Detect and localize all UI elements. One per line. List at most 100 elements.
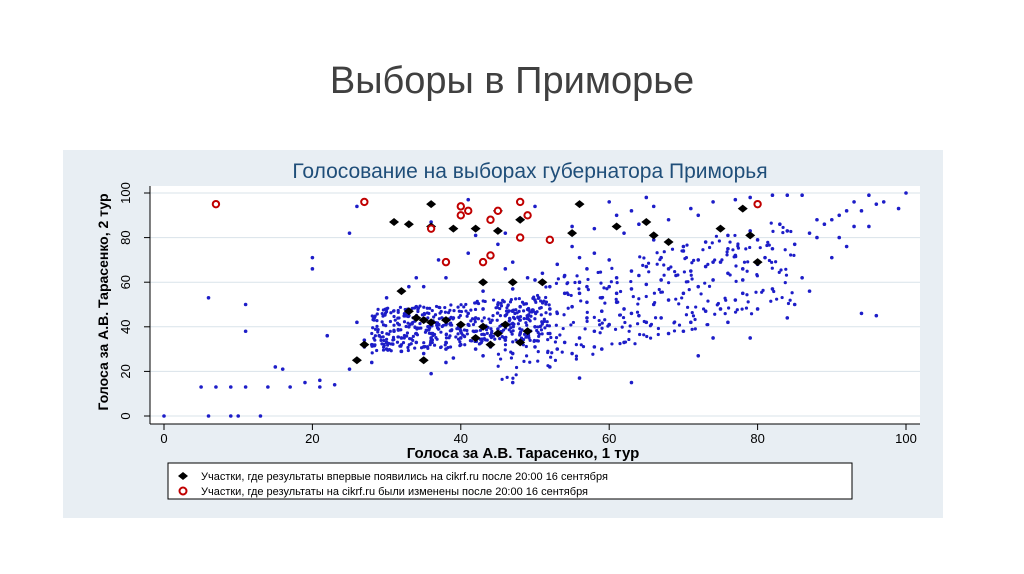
- data-point-blue: [392, 323, 396, 327]
- data-point-blue: [603, 301, 607, 305]
- data-point-blue: [637, 313, 641, 318]
- data-point-blue: [592, 226, 597, 231]
- data-point-blue: [658, 257, 662, 262]
- data-point-blue: [599, 309, 604, 313]
- data-point-blue: [426, 345, 430, 349]
- data-point-black: [351, 356, 362, 365]
- data-point-blue: [800, 193, 804, 198]
- y-tick-label: 100: [118, 182, 133, 204]
- data-point-blue: [381, 345, 386, 349]
- data-point-blue: [562, 291, 567, 296]
- data-point-black: [522, 327, 533, 336]
- data-point-blue: [489, 331, 494, 335]
- data-point-blue: [228, 414, 233, 418]
- data-point-blue: [373, 327, 378, 331]
- data-point-blue: [553, 340, 558, 344]
- legend-label-black: Участки, где результаты впервые появилис…: [201, 471, 608, 483]
- data-point-blue: [748, 245, 752, 250]
- data-point-blue: [629, 311, 634, 316]
- data-point-blue: [706, 299, 710, 303]
- data-point-blue: [510, 332, 514, 336]
- data-point-blue: [653, 300, 657, 305]
- legend: Участки, где результаты впервые появилис…: [167, 462, 853, 500]
- data-point-blue: [391, 342, 395, 346]
- data-point-blue: [852, 224, 856, 229]
- data-point-blue: [783, 281, 787, 285]
- data-point-blue: [456, 337, 461, 341]
- data-point-blue: [318, 378, 322, 383]
- data-point-black: [500, 320, 511, 329]
- data-point-blue: [830, 217, 834, 222]
- data-point-blue: [429, 220, 433, 224]
- data-point-blue: [703, 309, 708, 313]
- data-point-red: [456, 202, 465, 211]
- data-point-black: [418, 356, 429, 365]
- data-point-blue: [690, 311, 694, 315]
- data-point-blue: [749, 312, 754, 316]
- data-point-blue: [792, 242, 797, 247]
- data-point-blue: [785, 316, 790, 320]
- data-point-blue: [452, 309, 456, 313]
- data-point-blue: [555, 310, 559, 314]
- data-point-blue: [426, 316, 430, 320]
- data-point-blue: [214, 385, 218, 389]
- data-point-blue: [647, 270, 651, 274]
- data-point-blue: [325, 333, 330, 338]
- data-point-blue: [436, 258, 441, 262]
- data-point-blue: [807, 231, 812, 235]
- data-point-blue: [597, 318, 601, 323]
- data-point-blue: [530, 308, 534, 312]
- data-point-blue: [744, 306, 749, 310]
- data-point-blue: [683, 257, 687, 261]
- data-point-blue: [375, 319, 379, 323]
- data-point-blue: [493, 337, 497, 341]
- data-point-blue: [448, 308, 452, 312]
- data-point-blue: [786, 301, 791, 306]
- data-point-blue: [406, 348, 410, 353]
- data-point-blue: [514, 365, 519, 370]
- data-point-blue: [456, 332, 460, 336]
- data-point-blue: [417, 326, 421, 330]
- data-point-blue: [388, 329, 392, 333]
- data-point-blue: [837, 235, 842, 240]
- data-point-blue: [332, 382, 337, 387]
- data-point-blue: [585, 316, 589, 320]
- data-point-blue: [505, 375, 509, 379]
- data-point-blue: [607, 258, 611, 262]
- data-point-blue: [755, 274, 759, 278]
- data-point-blue: [415, 333, 420, 337]
- data-point-blue: [458, 340, 462, 344]
- data-point-blue: [404, 324, 408, 329]
- data-point-blue: [607, 200, 611, 204]
- data-point-blue: [569, 293, 573, 298]
- data-point-blue: [769, 299, 773, 303]
- data-point-blue: [659, 278, 663, 282]
- data-point-blue: [746, 300, 750, 304]
- data-point-blue: [473, 233, 478, 238]
- data-point-blue: [731, 248, 735, 252]
- data-point-blue: [528, 310, 532, 314]
- data-point-blue: [504, 335, 508, 340]
- data-point-blue: [527, 334, 531, 338]
- data-point-blue: [370, 344, 374, 348]
- data-point-blue: [280, 367, 285, 371]
- data-point-blue: [591, 352, 595, 356]
- data-point-blue: [598, 296, 602, 300]
- data-point-blue: [758, 246, 762, 250]
- data-point-blue: [680, 296, 684, 300]
- data-point-blue: [510, 287, 515, 291]
- data-point-blue: [484, 328, 489, 332]
- data-point-blue: [464, 309, 468, 313]
- data-point-blue: [644, 264, 649, 269]
- data-point-blue: [524, 321, 528, 325]
- data-point-blue: [310, 267, 315, 271]
- data-point-blue: [446, 345, 450, 350]
- data-point-blue: [844, 244, 849, 249]
- data-point-blue: [347, 231, 352, 235]
- data-point-blue: [496, 364, 500, 368]
- data-point-blue: [725, 253, 729, 257]
- data-point-blue: [435, 337, 439, 341]
- data-point-blue: [561, 326, 565, 331]
- data-point-blue: [422, 341, 426, 345]
- data-point-blue: [379, 338, 383, 342]
